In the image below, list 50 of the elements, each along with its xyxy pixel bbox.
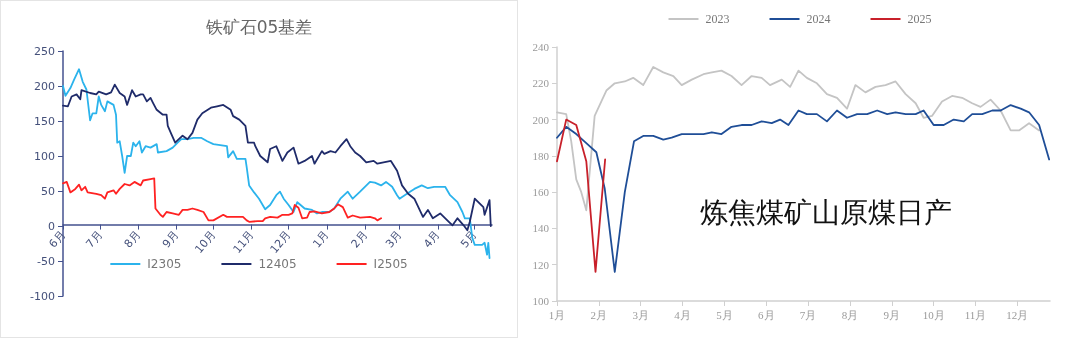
x-tick-label: 10月 [192, 228, 219, 256]
line-series [62, 177, 382, 223]
y-tick-label: 0 [48, 219, 55, 233]
y-tick-label: 200 [34, 79, 55, 93]
y-tick-label: 100 [532, 295, 550, 307]
line-series [556, 118, 607, 273]
y-tick-label: 100 [34, 149, 55, 163]
x-tick-label: 11月 [964, 308, 987, 321]
x-tick-label: 7月 [799, 308, 817, 321]
y-tick-label: 220 [532, 77, 550, 90]
x-tick-label: 6月 [758, 308, 775, 321]
y-tick-label: 150 [34, 114, 55, 128]
x-tick-label: 2月 [348, 228, 370, 251]
y-tick-label: 120 [532, 258, 550, 271]
x-tick-label: 1月 [548, 308, 566, 321]
annotation: 炼焦煤矿山原煤日产 [700, 195, 952, 229]
legend-label: I2305 [147, 257, 182, 271]
y-tick-label: 140 [532, 222, 550, 235]
x-tick-label: 3月 [632, 308, 649, 321]
y-tick-label: 180 [532, 149, 550, 162]
x-tick-label: 4月 [421, 228, 443, 251]
legend-label: 12405 [258, 257, 297, 271]
y-tick-label: 50 [41, 184, 55, 198]
x-tick-label: 9月 [883, 308, 901, 321]
x-tick-label: 5月 [716, 308, 733, 321]
x-tick-label: 7月 [83, 228, 105, 251]
x-tick-label: 5月 [458, 228, 480, 251]
legend-label: 2023 [705, 12, 730, 26]
y-tick-label: 250 [34, 44, 55, 58]
y-tick-label: -50 [37, 254, 55, 268]
x-tick-label: 3月 [382, 228, 405, 251]
x-tick-label: 2月 [590, 308, 608, 321]
legend-label: 2024 [806, 12, 831, 26]
y-tick-label: 240 [532, 41, 550, 53]
x-tick-label: 8月 [121, 228, 144, 251]
legend-label: I2505 [373, 257, 408, 271]
x-tick-label: 11月 [230, 228, 257, 256]
x-tick-label: 12月 [1006, 308, 1029, 321]
x-tick-label: 10月 [922, 308, 945, 321]
legend-label: 2025 [907, 12, 932, 26]
x-tick-label: 12月 [267, 228, 294, 256]
x-tick-label: 1月 [310, 228, 332, 251]
x-tick-label: 8月 [841, 308, 859, 321]
x-tick-label: 9月 [159, 228, 182, 251]
x-tick-label: 4月 [674, 308, 691, 321]
y-tick-label: 200 [532, 113, 550, 126]
chart-title: 铁矿石05基差 [204, 16, 313, 37]
y-tick-label: 160 [532, 186, 550, 199]
line-series [556, 104, 1051, 273]
y-tick-label: -100 [30, 289, 55, 303]
